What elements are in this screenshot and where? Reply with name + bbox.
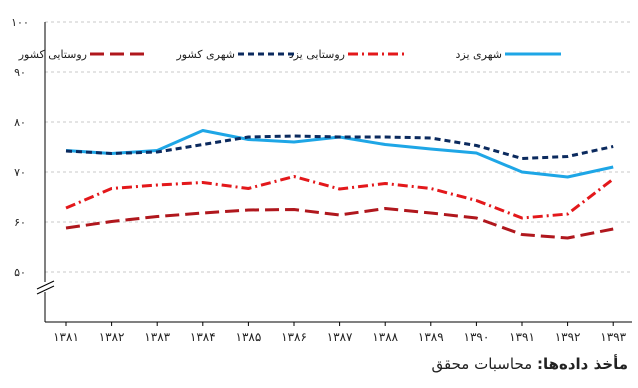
y-tick-label: ۵۰ [14,266,26,279]
series-line-1 [65,175,615,220]
legend-label-1: روستایی یزد [289,48,345,61]
x-tick-label: ۱۳۸۴ [190,330,216,344]
x-tick-label: ۱۳۸۶ [281,330,307,344]
x-tick-label: ۱۳۹۰ [464,330,490,344]
source-text: محاسبات محقق [431,355,533,373]
x-tick-label: ۱۳۸۷ [327,330,353,344]
series-lines [65,129,615,240]
series-line-2 [65,134,614,160]
x-tick-label: ۱۳۸۵ [236,330,262,344]
x-tick-label: ۱۳۸۹ [418,330,444,344]
y-tick-label: ۹۰ [14,66,26,79]
axes [34,22,632,323]
x-tick-label: ۱۳۸۲ [99,330,125,344]
legend: شهری یزد روستایی یزد شهری کشور روستایی کشور [18,48,561,61]
legend-label-2: شهری کشور [175,48,235,61]
y-tick-label: ۱۰۰ [11,16,29,29]
legend-label-0: شهری یزد [456,48,503,61]
line-chart: ۱۳۸۱ ۱۳۸۲ ۱۳۸۳ ۱۳۸۴ ۱۳۸۵ ۱۳۸۶ ۱۳۸۷ ۱۳۸۸ ۱۳۸۹ ۱۳۹۰… [11,16,632,344]
x-tick-label: ۱۳۹۱ [509,330,535,344]
axis-break-marker [34,280,56,295]
y-tick-label: ۷۰ [14,166,26,179]
x-tick-label: ۱۳۸۱ [53,330,79,344]
source-note: مأخذ داده‌ها: محاسبات محقق [432,355,629,373]
x-tick-label: ۱۳۹۳ [600,330,626,344]
source-label: مأخذ داده‌ها: [536,355,628,373]
y-ticks: ۵۰ ۶۰ ۷۰ ۸۰ ۹۰ ۱۰۰ [11,16,29,279]
x-tick-label: ۱۳۸۳ [144,330,170,344]
y-tick-label: ۶۰ [14,216,26,229]
series-line-3 [65,207,614,240]
y-tick-label: ۸۰ [14,116,26,129]
x-tick-label: ۱۳۸۸ [372,330,398,344]
x-ticks: ۱۳۸۱ ۱۳۸۲ ۱۳۸۳ ۱۳۸۴ ۱۳۸۵ ۱۳۸۶ ۱۳۸۷ ۱۳۸۸ ۱۳۸۹ ۱۳۹۰… [53,322,627,344]
x-tick-label: ۱۳۹۲ [555,330,581,344]
legend-label-3: روستایی کشور [18,48,87,61]
gridlines [45,21,632,273]
